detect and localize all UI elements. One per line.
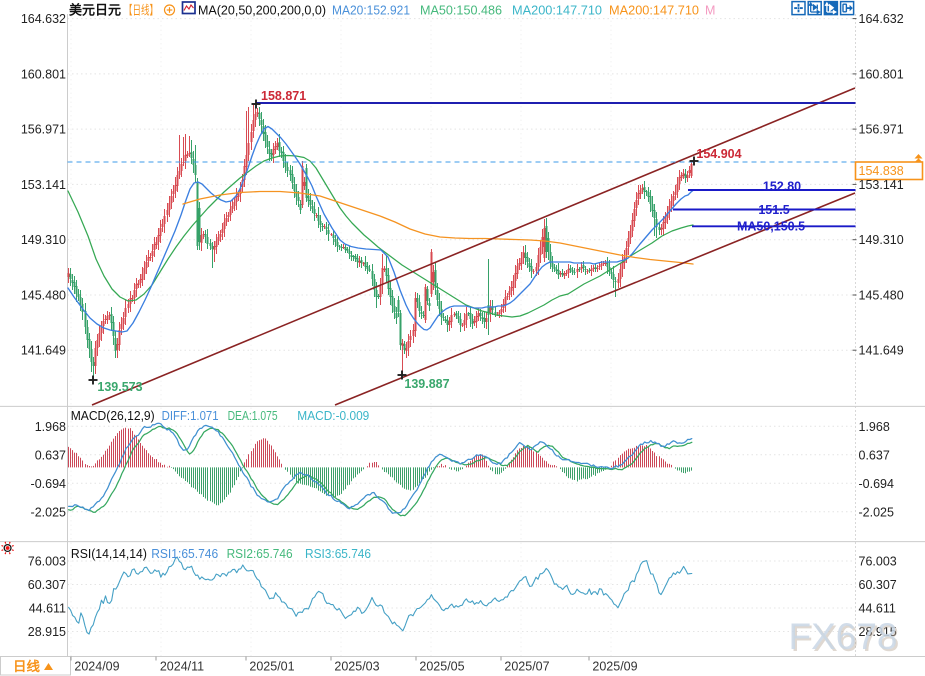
svg-text:M: M [705,4,715,18]
svg-text:MA50,150.5: MA50,150.5 [737,220,805,234]
svg-text:RSI2:65.746: RSI2:65.746 [227,547,293,561]
svg-text:160.801: 160.801 [21,67,66,81]
svg-text:139.887: 139.887 [404,377,449,391]
svg-text:160.801: 160.801 [859,67,904,81]
svg-text:DIFF:1.071: DIFF:1.071 [162,409,219,423]
svg-text:-2.025: -2.025 [859,505,894,519]
svg-text:158.871: 158.871 [261,89,306,103]
svg-text:MA20:152.921: MA20:152.921 [332,4,410,18]
svg-text:164.632: 164.632 [21,12,66,26]
svg-text:MACD(26,12,9): MACD(26,12,9) [71,409,155,423]
svg-text:154.838: 154.838 [859,164,904,178]
svg-text:156.971: 156.971 [21,123,66,137]
svg-text:RSI1:65.746: RSI1:65.746 [151,547,218,561]
svg-text:0.637: 0.637 [35,448,66,462]
svg-text:MA50:150.486: MA50:150.486 [420,4,502,18]
svg-text:MA(20,50,200,200,0,0): MA(20,50,200,200,0,0) [198,4,326,18]
svg-text:28.915: 28.915 [28,625,66,639]
svg-text:2025/05: 2025/05 [419,660,464,674]
svg-text:139.573: 139.573 [97,380,142,394]
svg-text:1.968: 1.968 [35,420,66,434]
svg-text:【日线】: 【日线】 [124,4,158,18]
svg-text:28.915: 28.915 [859,625,897,639]
svg-text:RSI(14,14,14): RSI(14,14,14) [71,547,147,561]
svg-text:2025/03: 2025/03 [334,660,379,674]
svg-text:141.649: 141.649 [859,344,904,358]
svg-text:60.307: 60.307 [28,578,66,592]
svg-text:164.632: 164.632 [859,12,904,26]
svg-text:-0.694: -0.694 [859,477,894,491]
svg-text:MACD:-0.009: MACD:-0.009 [297,409,369,423]
svg-text:DEA:1.075: DEA:1.075 [228,409,278,423]
svg-text:141.649: 141.649 [21,344,66,358]
svg-text:美元日元: 美元日元 [69,3,121,18]
svg-text:FX678: FX678 [788,616,897,657]
svg-text:2025/09: 2025/09 [592,660,637,674]
svg-text:2025/01: 2025/01 [249,660,294,674]
svg-text:FX678: FX678 [790,618,899,659]
svg-text:76.003: 76.003 [28,555,66,569]
svg-text:153.141: 153.141 [859,178,904,192]
svg-text:MA200:147.710: MA200:147.710 [609,4,699,18]
svg-text:145.480: 145.480 [21,288,66,302]
svg-text:145.480: 145.480 [859,288,904,302]
svg-text:-0.694: -0.694 [31,477,66,491]
svg-text:152.80: 152.80 [763,180,801,194]
svg-text:1.968: 1.968 [859,420,890,434]
svg-text:MA200:147.710: MA200:147.710 [512,4,602,18]
svg-text:2025/07: 2025/07 [504,660,549,674]
svg-text:76.003: 76.003 [859,555,897,569]
svg-text:RSI3:65.746: RSI3:65.746 [305,547,371,561]
svg-text:151.5: 151.5 [758,203,789,217]
svg-text:156.971: 156.971 [859,123,904,137]
svg-text:2024/11: 2024/11 [160,660,204,674]
svg-text:44.611: 44.611 [859,602,896,616]
svg-text:60.307: 60.307 [859,578,897,592]
svg-text:154.904: 154.904 [696,147,741,161]
svg-text:2024/09: 2024/09 [74,660,119,674]
svg-text:0.637: 0.637 [859,448,890,462]
svg-text:149.310: 149.310 [859,233,904,247]
svg-text:-2.025: -2.025 [31,505,66,519]
svg-text:日线: 日线 [13,659,40,674]
svg-text:44.611: 44.611 [29,602,66,616]
svg-text:149.310: 149.310 [21,233,66,247]
svg-text:153.141: 153.141 [21,178,66,192]
